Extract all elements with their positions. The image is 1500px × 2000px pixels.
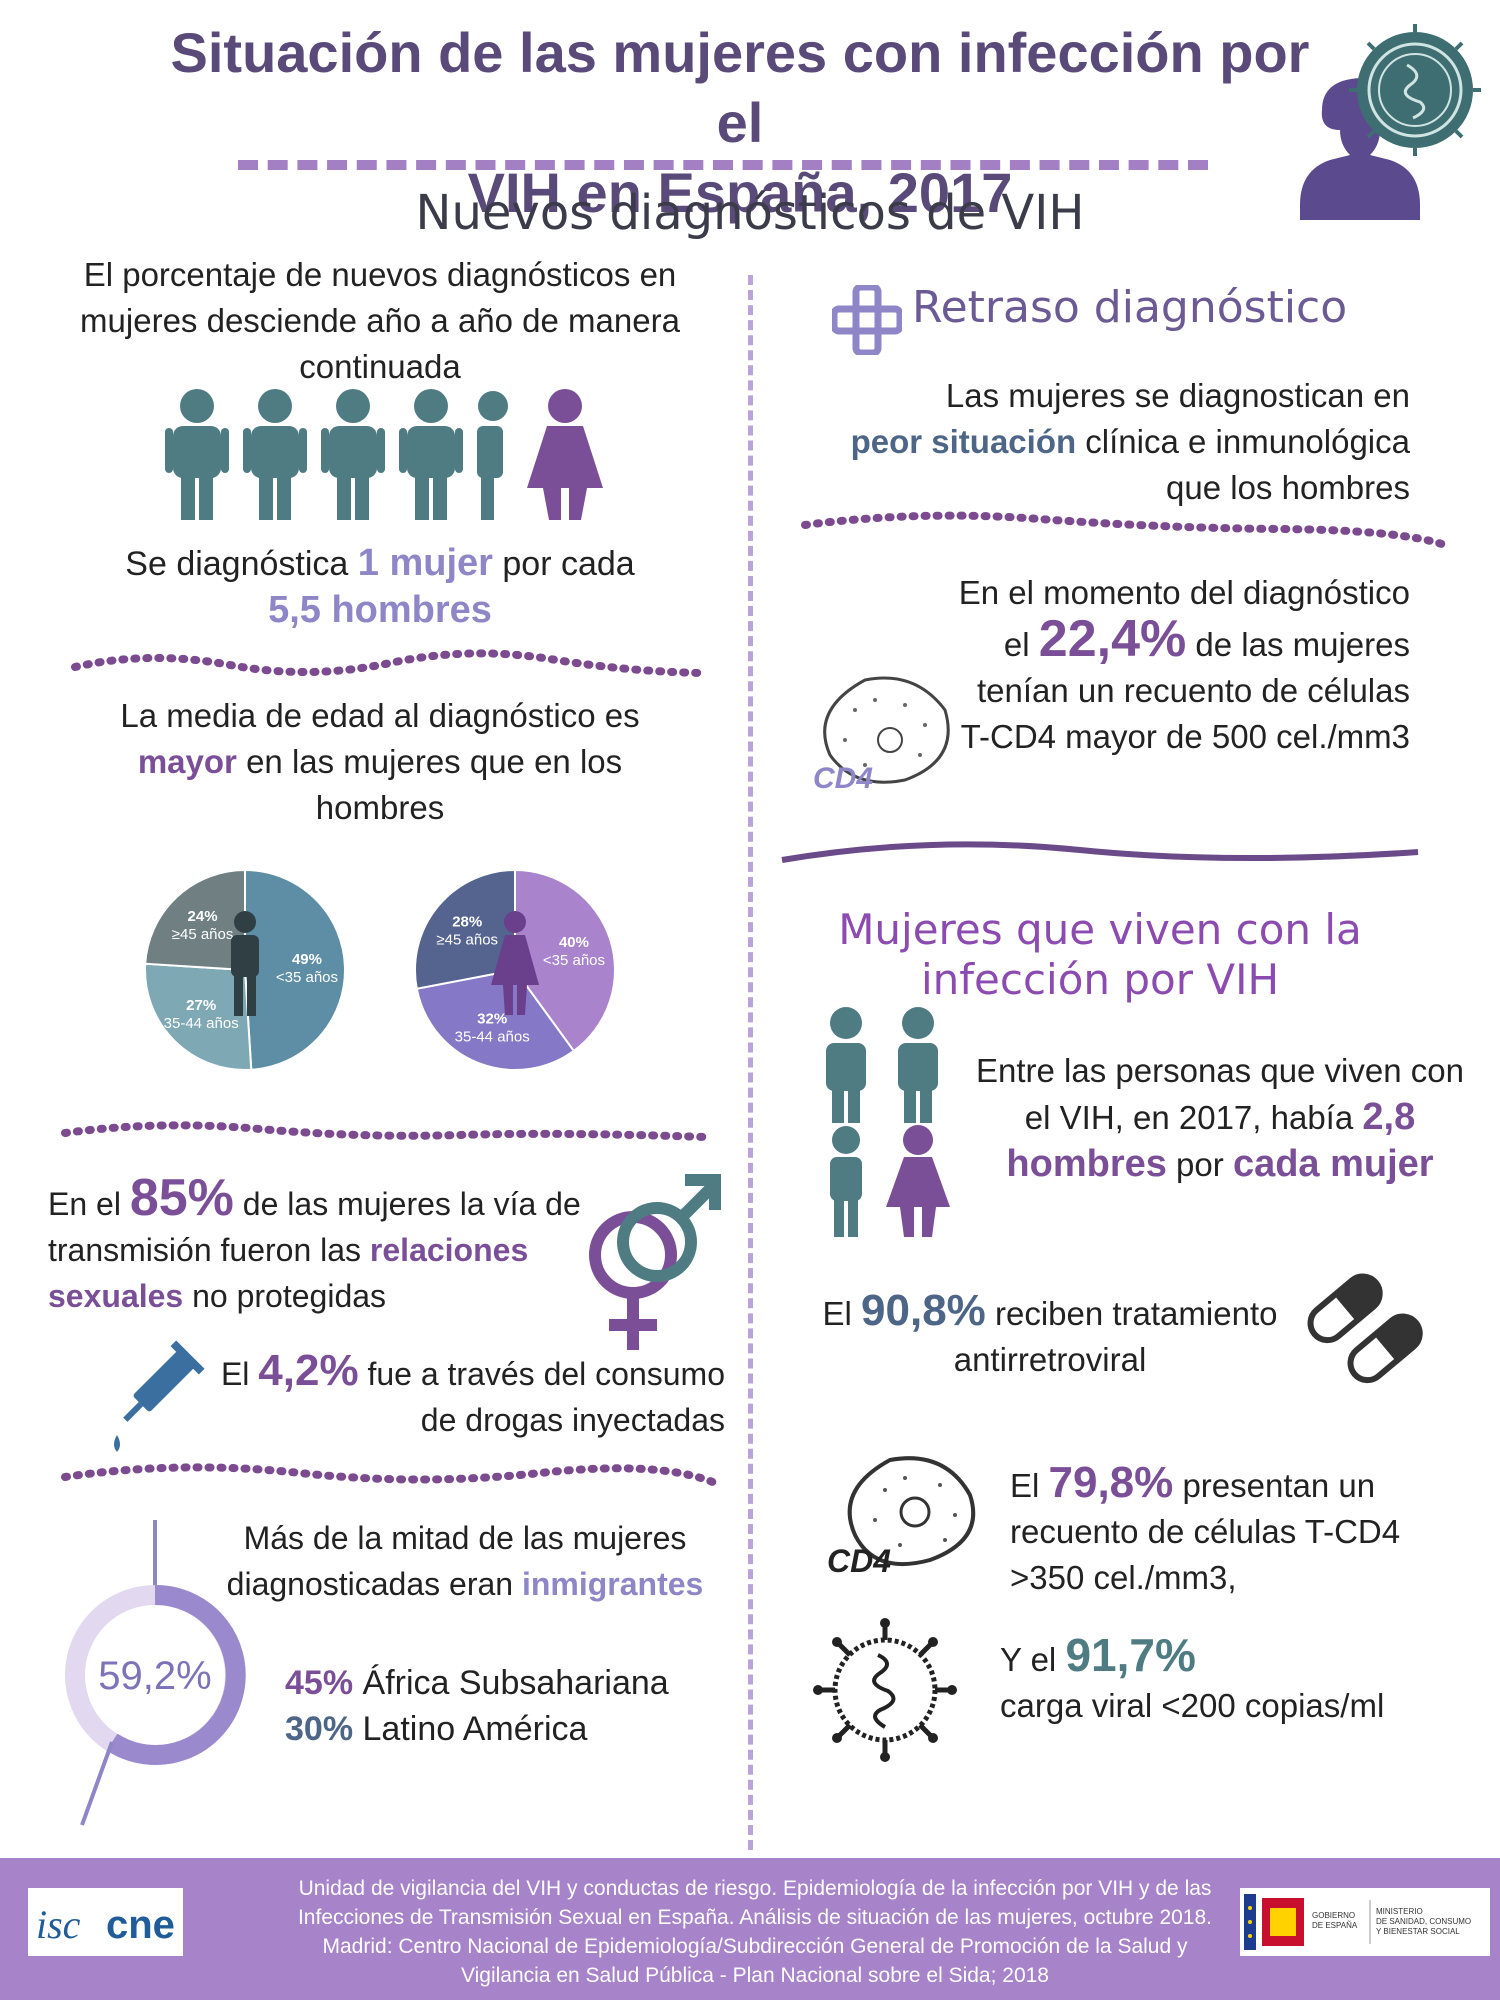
gender-symbol-icon: [589, 1174, 721, 1350]
ministry-logo: GOBIERNO DE ESPAÑA MINISTERIO DE SANIDAD…: [1240, 1888, 1490, 1956]
delay-text: Las mujeres se diagnostican en peor situ…: [850, 377, 1410, 506]
page-title: Situación de las mujeres con infección p…: [150, 18, 1330, 228]
pie-slice: [144, 868, 246, 972]
pie-value-label: 27%: [186, 997, 216, 1014]
man-figure-icon: [231, 911, 259, 1016]
section-subtitle: Nuevos diagnósticos de VIH: [415, 185, 1085, 241]
region-2: 30% Latino América: [285, 1710, 588, 1748]
title-line-2: VIH en España, 2017: [467, 161, 1013, 224]
svg-text:MINISTERIO: MINISTERIO: [1376, 1907, 1423, 1916]
couples-icon: [826, 1007, 950, 1237]
intro-text: El porcentaje de nuevos diagnósticos en …: [80, 256, 680, 385]
living-text: Entre las personas que viven con el VIH,…: [976, 1052, 1464, 1185]
pie-category-label: 35-44 años: [455, 1029, 530, 1046]
immigrants-percent: 59,2%: [98, 1654, 211, 1698]
syringe-icon: [114, 1340, 205, 1452]
pie-slice: [144, 962, 253, 1071]
svg-text:CD4: CD4: [827, 1543, 891, 1579]
title-line-1: Situación de las mujeres con infección p…: [170, 21, 1310, 154]
regions-list: 45% África Subsahariana 30% Latino Améri…: [285, 1660, 715, 1752]
pie-value-label: 24%: [188, 908, 218, 925]
svg-text:GOBIERNO: GOBIERNO: [1312, 1911, 1355, 1920]
purple-swoosh: [781, 841, 1419, 863]
delay-title: Retraso diagnóstico: [912, 282, 1348, 333]
pie-slice: [514, 868, 616, 1053]
title-divider: [238, 160, 1208, 170]
pie-slice: [414, 868, 516, 990]
footer-citation: Unidad de vigilancia del VIH y conductas…: [297, 1877, 1213, 1987]
pie-slice: [415, 968, 576, 1071]
living-title: Mujeres que viven con la infección por V…: [838, 905, 1362, 1004]
wavy-separator-2: [61, 1121, 709, 1141]
woman-figure-icon: [491, 911, 539, 1015]
pie-category-label: ≥45 años: [172, 926, 234, 943]
svg-text:cne: cne: [106, 1903, 175, 1947]
virus-icon: [813, 1618, 957, 1762]
age-text: La media de edad al diagnóstico es mayor…: [120, 697, 640, 826]
pie-category-label: <35 años: [276, 969, 338, 986]
cd4-cell-icon: CD4: [813, 676, 950, 795]
pills-icon: [1307, 1273, 1423, 1384]
transmission-text: En el 85% de las mujeres la vía de trans…: [48, 1169, 581, 1314]
cd4-text: En el momento del diagnóstico el 22,4% d…: [958, 574, 1410, 755]
viral-text: Y el 91,7% carga viral <200 copias/ml: [1000, 1629, 1385, 1724]
hiv-woman-icon: [1300, 24, 1481, 220]
cd4-cell-icon-2: CD4: [827, 1456, 976, 1579]
immigrants-text: Más de la mitad de las mujeres diagnosti…: [226, 1520, 704, 1602]
drugs-text: El 4,2% fue a través del consumo de drog…: [220, 1346, 725, 1439]
plus-icon: [832, 285, 902, 355]
wavy-separator-3: [61, 1463, 719, 1487]
region-1: 45% África Subsahariana: [285, 1664, 669, 1702]
pie-category-label: ≥45 años: [436, 931, 498, 948]
svg-text:DE ESPAÑA: DE ESPAÑA: [1312, 1921, 1358, 1930]
pie-category-label: <35 años: [543, 952, 605, 969]
wavy-separator-4: [801, 511, 1449, 549]
wavy-separator: [71, 649, 709, 677]
svg-text:CD4: CD4: [813, 762, 873, 795]
isciii-logo: isc cne: [28, 1888, 183, 1956]
treatment-text: El 90,8% reciben tratamiento antirretrov…: [822, 1286, 1278, 1379]
ratio-text: Se diagnóstica 1 mujer por cada 5,5 homb…: [125, 542, 635, 631]
svg-text:Y BIENESTAR SOCIAL: Y BIENESTAR SOCIAL: [1376, 1927, 1460, 1936]
pie-value-label: 49%: [292, 951, 322, 968]
svg-text:DE SANIDAD, CONSUMO: DE SANIDAD, CONSUMO: [1376, 1917, 1471, 1926]
pie-value-label: 40%: [559, 934, 589, 951]
column-divider: [748, 275, 753, 1850]
cd4b-text: El 79,8% presentan un recuento de célula…: [1010, 1458, 1401, 1597]
people-ratio-icon: [165, 389, 603, 520]
pie-value-label: 28%: [452, 913, 482, 930]
pie-category-label: 35-44 años: [164, 1015, 239, 1032]
svg-text:isc: isc: [36, 1902, 81, 1947]
immigrants-donut: 59,2%: [65, 1520, 246, 1826]
pie-slice: [244, 868, 346, 1071]
pie-value-label: 32%: [477, 1011, 507, 1028]
